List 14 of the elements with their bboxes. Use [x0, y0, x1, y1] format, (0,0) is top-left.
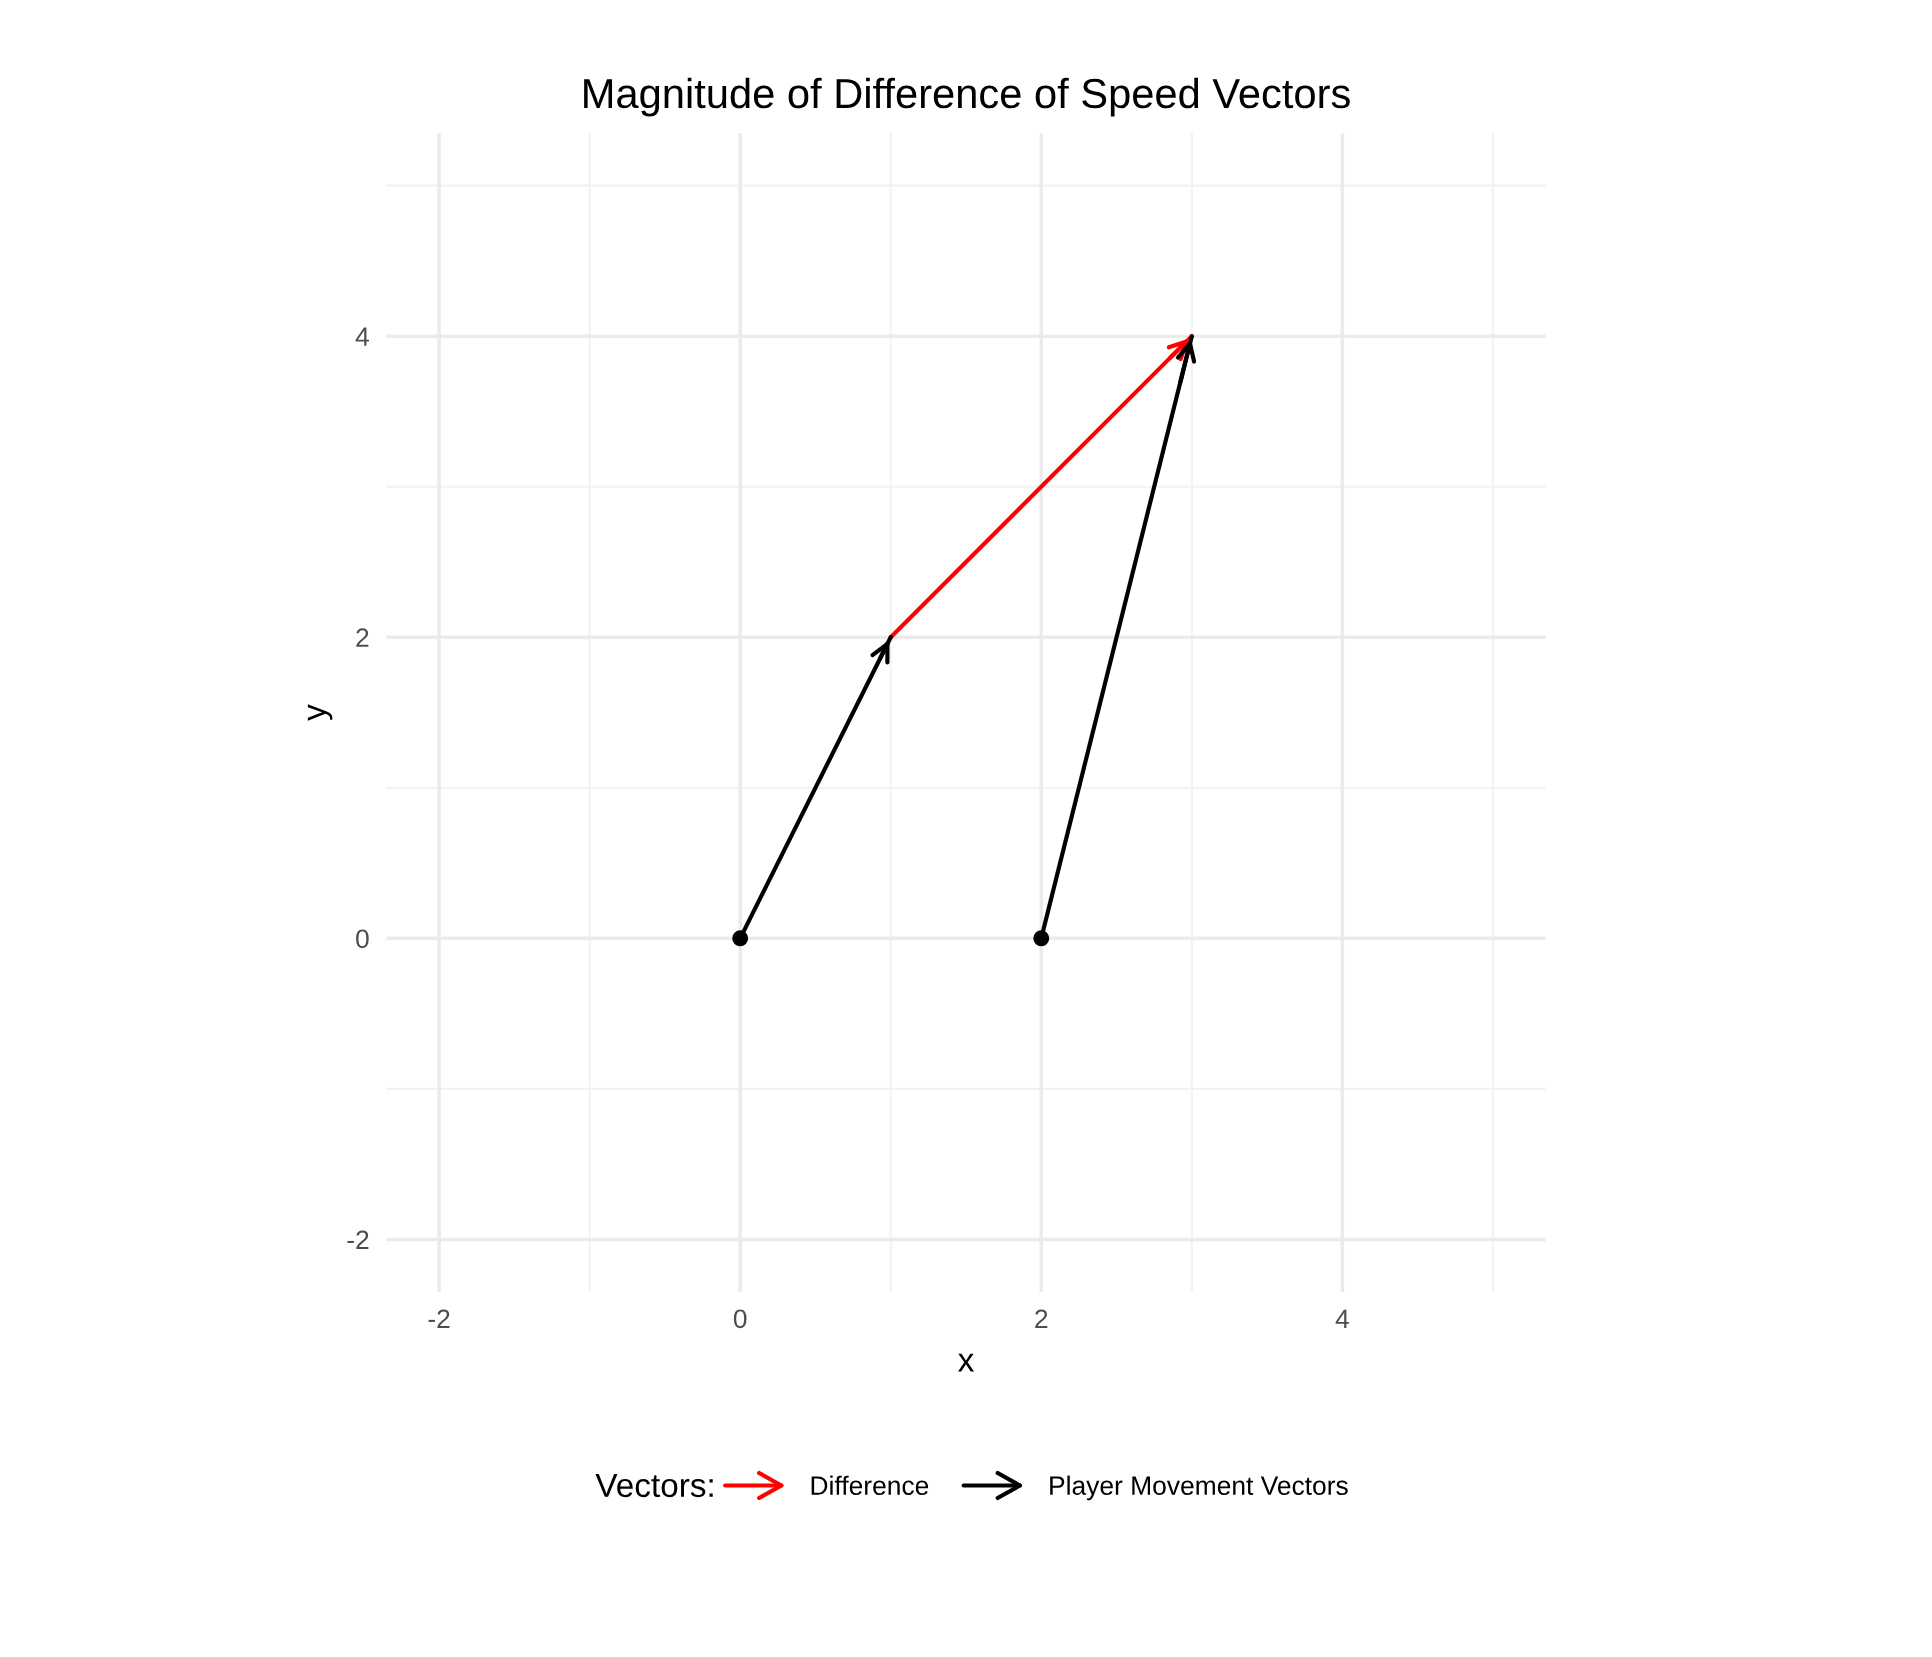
x-tick-label: 0	[733, 1309, 747, 1329]
x-tick-label: -2	[428, 1309, 450, 1328]
x-tick-label: 2	[1035, 1309, 1048, 1328]
legend-title: Vectors:	[595, 1473, 713, 1498]
x-tick-label: 4	[1335, 1309, 1349, 1328]
y-tick-label: 0	[356, 929, 369, 949]
y-tick-label: -2	[347, 1230, 369, 1249]
y-axis-title: y	[307, 704, 333, 721]
legend-label: Difference	[811, 1475, 929, 1495]
legend-label: Player Movement Vectors	[1050, 1475, 1348, 1501]
x-axis-title: x	[958, 1353, 974, 1372]
y-tick-label: 2	[356, 628, 369, 647]
y-tick-label: 4	[355, 327, 369, 346]
chart-title: Magnitude of Difference of Speed Vectors	[584, 77, 1350, 117]
